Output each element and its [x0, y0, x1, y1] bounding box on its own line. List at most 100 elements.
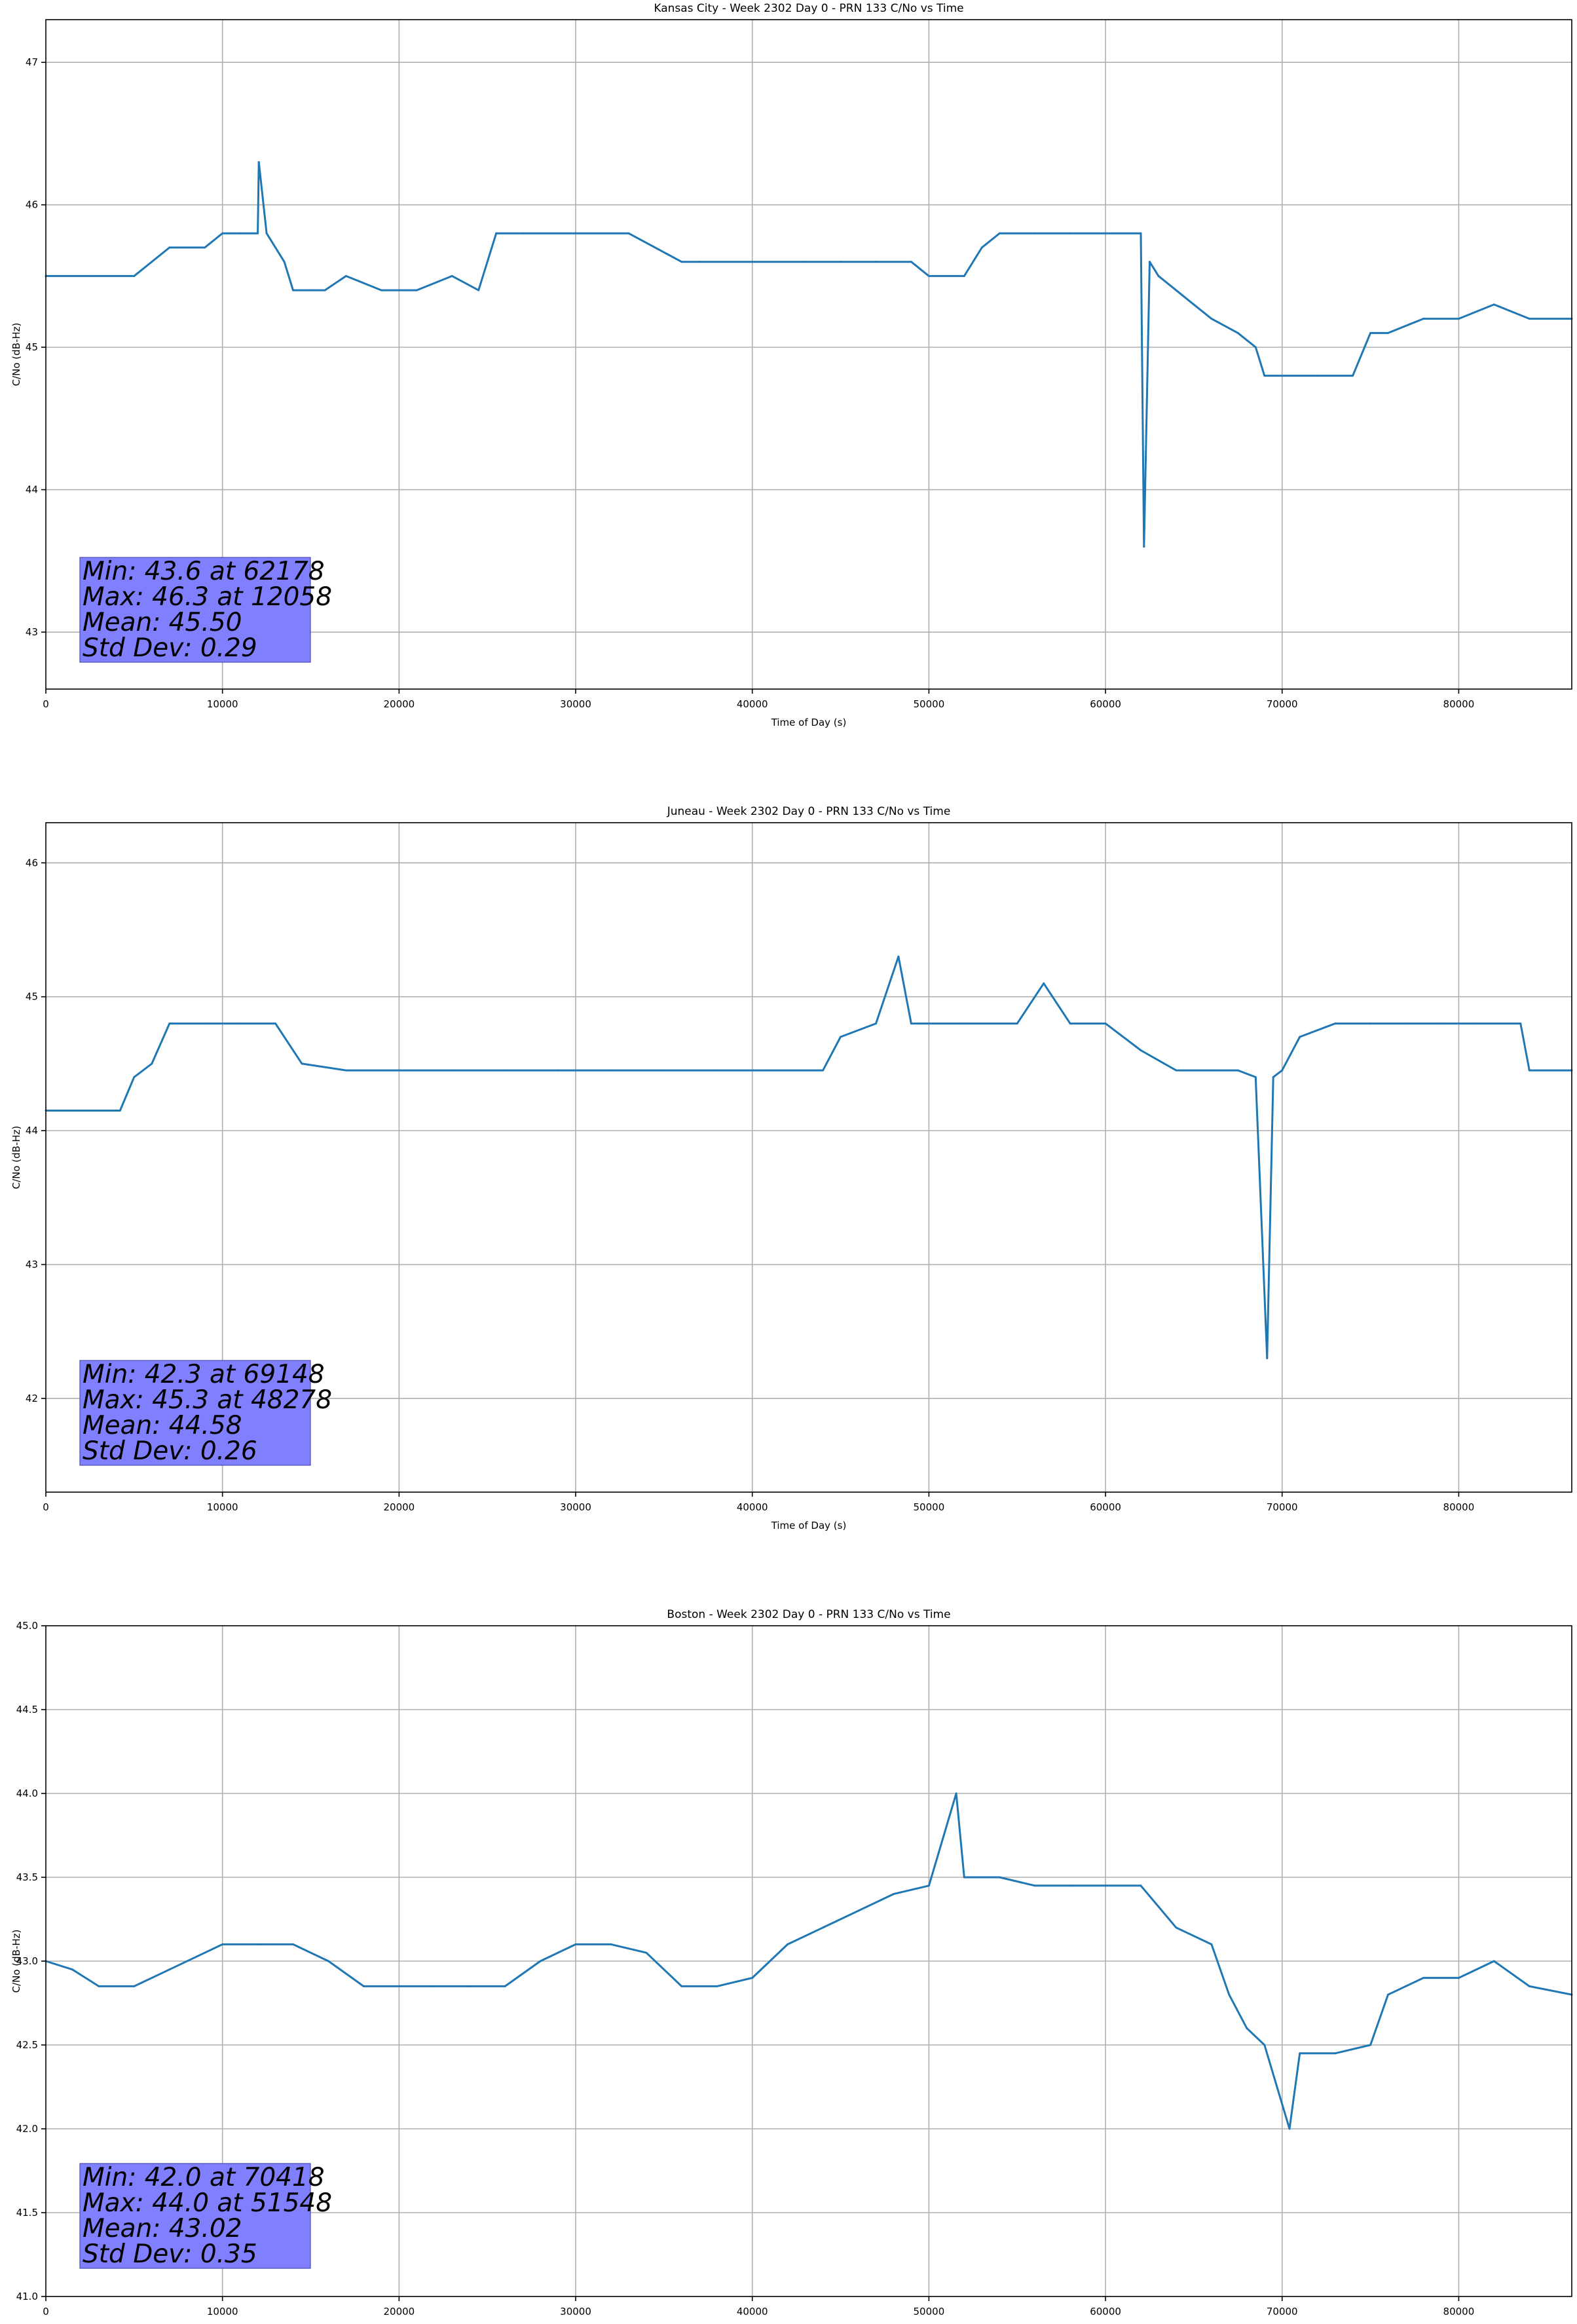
axes-frame: [45, 822, 1572, 1493]
x-tick-label: 40000: [737, 2306, 768, 2317]
data-point: [1281, 375, 1284, 377]
stats-text: Std Dev: 0.35: [83, 2240, 257, 2269]
data-point: [1069, 1884, 1071, 1887]
data-point: [88, 274, 91, 277]
x-tick-label: 20000: [383, 698, 415, 710]
data-point: [1254, 346, 1257, 348]
y-tick-label: 44.5: [16, 1704, 38, 1715]
data-point: [477, 289, 480, 291]
data-point: [98, 1985, 100, 1987]
data-point: [1069, 1022, 1071, 1025]
data-point: [910, 1022, 912, 1025]
x-tick-label: 10000: [207, 698, 238, 710]
y-axis-label: C/No (dB-Hz): [10, 1126, 22, 1190]
stats-text: Max: 45.3 at 48278: [83, 1385, 332, 1415]
data-point: [168, 1968, 171, 1971]
data-point: [292, 1943, 295, 1945]
data-point: [1254, 1076, 1257, 1078]
y-tick-label: 45: [26, 341, 38, 353]
y-tick-label: 43: [26, 1259, 38, 1271]
y-tick-label: 41.0: [16, 2291, 38, 2302]
stats-text: Std Dev: 0.26: [83, 1436, 257, 1466]
data-point: [504, 1985, 506, 1987]
y-tick-label: 45.0: [16, 1620, 38, 1632]
data-point: [504, 1069, 506, 1072]
data-point: [698, 261, 701, 263]
data-point: [1263, 375, 1266, 377]
data-point: [239, 1022, 242, 1025]
stats-text: Max: 46.3 at 12058: [83, 582, 332, 612]
data-point: [1316, 375, 1319, 377]
data-point: [1334, 1022, 1337, 1025]
data-point: [955, 1792, 957, 1795]
data-point: [822, 1069, 825, 1072]
data-point: [1104, 1884, 1107, 1887]
data-point: [133, 1985, 136, 1987]
data-point: [1175, 289, 1178, 291]
data-point: [557, 1069, 559, 1072]
data-point: [1175, 1069, 1178, 1072]
data-point: [433, 1985, 436, 1987]
data-point: [257, 1943, 259, 1945]
data-point: [1299, 375, 1301, 377]
data-point: [751, 1977, 754, 1979]
data-point: [1334, 2052, 1337, 2055]
data-point: [1519, 1022, 1522, 1025]
x-tick-label: 50000: [914, 698, 945, 710]
data-point: [495, 232, 498, 234]
data-point: [1387, 1993, 1390, 1996]
x-tick-label: 20000: [383, 1501, 415, 1513]
y-tick-label: 44: [26, 484, 38, 496]
data-point: [204, 1022, 206, 1025]
x-tick-label: 70000: [1267, 2306, 1298, 2317]
data-point: [265, 232, 268, 234]
data-point: [1299, 1036, 1301, 1038]
data-point: [344, 274, 347, 277]
x-tick-label: 50000: [914, 1501, 945, 1513]
data-point: [133, 1076, 136, 1078]
y-tick-label: 42: [26, 1393, 38, 1404]
data-point: [840, 1036, 842, 1038]
data-point: [645, 1951, 648, 1954]
data-point: [1266, 1357, 1269, 1360]
chart-panel-3: 0 10000 20000 30000 40000 50000 60000 70000 8000…: [10, 1608, 1573, 2317]
x-tick-label: 30000: [560, 2306, 591, 2317]
data-point: [1272, 1076, 1274, 1078]
data-point: [716, 1069, 718, 1072]
data-point: [1387, 331, 1390, 334]
data-point: [716, 1985, 718, 1987]
data-point: [574, 232, 577, 234]
x-tick-label: 50000: [914, 2306, 945, 2317]
data-point: [221, 232, 224, 234]
data-point: [292, 289, 295, 291]
data-point: [301, 1062, 303, 1065]
data-point: [1143, 546, 1145, 548]
data-point: [874, 1022, 877, 1025]
x-tick-label: 0: [43, 698, 49, 710]
y-tick-label: 47: [26, 56, 38, 68]
y-axis-label: C/No (dB-Hz): [10, 1930, 22, 1993]
data-point: [1528, 1069, 1531, 1072]
x-tick-label: 60000: [1090, 698, 1121, 710]
y-tick-label: 42.5: [16, 2039, 38, 2051]
data-point: [80, 1109, 83, 1112]
data-point: [1439, 1022, 1442, 1025]
data-point: [680, 261, 683, 263]
data-point: [998, 1876, 1001, 1879]
data-point: [221, 1943, 224, 1945]
chart-panel-2: 0 10000 20000 30000 40000 50000 60000 70000 8000…: [10, 805, 1573, 1531]
x-tick-label: 80000: [1443, 1501, 1475, 1513]
data-point: [451, 1069, 453, 1072]
data-point: [415, 289, 418, 291]
data-point: [1369, 1022, 1372, 1025]
data-point: [1334, 375, 1337, 377]
data-point: [1175, 1926, 1178, 1929]
data-point: [927, 1884, 930, 1887]
y-tick-label: 43.0: [16, 1955, 38, 1967]
x-tick-label: 80000: [1443, 698, 1475, 710]
y-tick-label: 43: [26, 626, 38, 638]
y-tick-label: 44.0: [16, 1788, 38, 1799]
data-point: [963, 1022, 965, 1025]
data-point: [627, 232, 630, 234]
data-point: [274, 1022, 277, 1025]
